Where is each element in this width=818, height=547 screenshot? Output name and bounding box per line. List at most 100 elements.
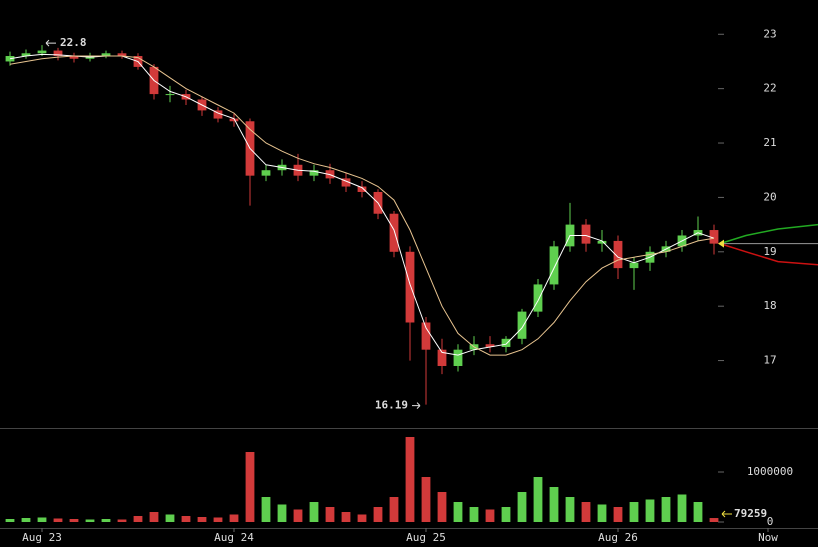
volume-bar [709,518,719,522]
candle-body [101,53,111,57]
candle-body [597,240,607,244]
volume-bar [421,477,431,522]
volume-bar [53,518,63,522]
candle-body [5,56,15,62]
candle-body [709,230,719,244]
volume-bar [357,514,367,522]
max-annotation: 22.8 [60,36,87,49]
candle-body [485,344,495,347]
moving-average [9,55,715,356]
volume-bar [133,516,143,522]
volume-bar [229,514,239,522]
volume-bar [405,437,415,522]
candle-body [613,240,623,269]
y-tick-label: 17 [763,354,776,367]
candle-body [37,50,47,54]
y-tick-label: 18 [763,299,776,312]
volume-bar [613,507,623,522]
volume-bar [213,517,223,522]
volume-bar [677,494,687,522]
candle-body [213,110,223,119]
candle-body [437,349,447,367]
volume-bar [453,502,463,522]
y-tick-label: 20 [763,190,776,203]
volume-bar [69,519,79,522]
volume-bar [149,512,159,522]
candle-body [117,53,127,57]
volume-bar [517,492,527,522]
volume-bar [309,502,319,522]
candle-body [501,338,511,347]
x-tick-label: Now [758,531,778,544]
forecast-line [719,242,818,266]
volume-bar [325,507,335,522]
candle-body [453,349,463,367]
candle-body [357,186,367,192]
forecast-line [719,223,818,245]
x-tick-label: Aug 23 [22,531,62,544]
volume-bar [165,514,175,522]
volume-bar [389,497,399,522]
price-marker [718,239,724,248]
volume-bar [5,519,15,522]
candle-body [517,311,527,339]
candle-body [549,246,559,285]
candle-body [229,118,239,122]
volume-bar [37,517,47,522]
x-tick-label: Aug 25 [406,531,446,544]
volume-bar [437,492,447,522]
y-tick-label: 21 [763,136,776,149]
candle-body [421,322,431,350]
volume-bar [117,519,127,522]
volume-bar [581,502,591,522]
candle-body [69,56,79,59]
volume-bar [501,507,511,522]
volume-bar [293,509,303,522]
y-tick-label: 1000000 [747,465,793,478]
min-annotation: 16.19 [375,399,408,412]
candle-body [405,251,415,323]
volume-bar [597,504,607,522]
x-tick-label: Aug 26 [598,531,638,544]
volume-bar [261,497,271,522]
volume-bar [629,502,639,522]
volume-bar [245,452,255,522]
volume-bar [21,518,31,522]
volume-bar [645,499,655,522]
volume-bar [533,477,543,522]
candle-body [261,170,271,176]
candle-body [389,213,399,252]
candle-body [165,94,175,96]
volume-bar [101,519,111,522]
volume-bar [469,507,479,522]
y-tick-label: 0 [767,515,774,528]
candle-body [533,284,543,312]
volume-bar [197,517,207,522]
volume-bar [693,502,703,522]
candle-body [581,224,591,244]
volume-bar [661,497,671,522]
volume-arrow [721,510,732,518]
volume-bar [549,487,559,522]
y-tick-label: 22 [763,82,776,95]
annotation-arrow [412,402,421,409]
y-tick-label: 19 [763,245,776,258]
volume-bar [277,504,287,522]
volume-bar [485,509,495,522]
volume-annotation: 79259 [734,507,767,520]
candle-body [21,53,31,57]
candle-body [309,170,319,176]
moving-average [9,53,715,356]
volume-bar [341,512,351,522]
candle-body [53,50,63,57]
volume-bar [181,516,191,522]
candle-body [629,262,639,269]
candle-body [341,178,351,187]
volume-bar [85,519,95,522]
annotation-arrow [45,39,56,47]
y-tick-label: 23 [763,27,776,40]
volume-bar [373,507,383,522]
volume-bar [565,497,575,522]
